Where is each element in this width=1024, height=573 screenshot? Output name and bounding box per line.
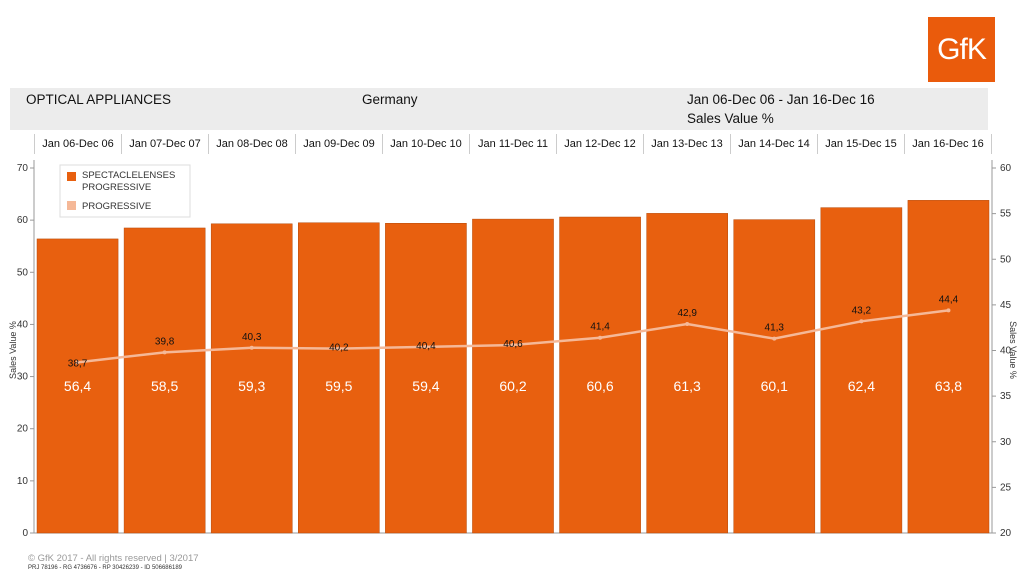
- right-tick-label: 60: [1000, 163, 1012, 174]
- bar-value-label: 60,1: [761, 378, 788, 394]
- line-point: [336, 346, 341, 351]
- bar: [559, 216, 641, 534]
- right-tick-label: 20: [1000, 528, 1012, 539]
- period-column-header: Jan 14-Dec 14: [731, 134, 818, 154]
- bar: [472, 218, 554, 534]
- period-label: Jan 06-Dec 06 - Jan 16-Dec 16: [687, 92, 875, 107]
- left-tick-label: 10: [17, 476, 29, 487]
- right-tick-label: 30: [1000, 437, 1012, 448]
- bar: [298, 222, 380, 534]
- line-value-label: 40,2: [329, 343, 349, 354]
- right-tick-label: 25: [1000, 482, 1012, 493]
- right-tick-label: 55: [1000, 209, 1012, 220]
- measure-label: Sales Value %: [687, 111, 774, 126]
- report-header: OPTICAL APPLIANCES Germany Jan 06-Dec 06…: [10, 88, 988, 130]
- left-tick-label: 0: [22, 528, 28, 539]
- left-tick-label: 30: [17, 372, 29, 383]
- bar-value-label: 58,5: [151, 378, 178, 394]
- country-label: Germany: [362, 92, 418, 107]
- right-tick-label: 35: [1000, 391, 1012, 402]
- line-value-label: 41,4: [590, 322, 610, 333]
- legend-swatch-line: [67, 201, 76, 210]
- line-point: [423, 344, 428, 349]
- bar-value-label: 59,3: [238, 378, 265, 394]
- right-tick-label: 40: [1000, 346, 1012, 357]
- legend: [59, 164, 191, 218]
- period-column-header: Jan 08-Dec 08: [209, 134, 296, 154]
- line-point: [75, 360, 80, 365]
- left-tick-label: 40: [17, 319, 29, 330]
- copyright: © GfK 2017 - All rights reserved | 3/201…: [28, 553, 199, 564]
- gfk-logo: GfK: [928, 17, 995, 82]
- legend-label-line: PROGRESSIVE: [82, 201, 151, 212]
- line-value-label: 39,8: [155, 336, 175, 347]
- report-ids: PRJ 78196 - RG 4736676 - RP 30426239 - I…: [28, 565, 182, 571]
- period-columns: Jan 06-Dec 06 Jan 07-Dec 07 Jan 08-Dec 08 J…: [34, 134, 992, 154]
- bar: [36, 238, 119, 534]
- bar-value-label: 56,4: [64, 378, 91, 394]
- left-tick-label: 70: [17, 163, 29, 174]
- line-value-label: 40,6: [503, 339, 523, 350]
- period-column-header: Jan 13-Dec 13: [644, 134, 731, 154]
- legend-label-bar: SPECTACLELENSES: [82, 170, 175, 181]
- line-value-label: 40,4: [416, 341, 436, 352]
- left-tick-label: 50: [17, 267, 29, 278]
- period-column-header: Jan 09-Dec 09: [296, 134, 383, 154]
- bar-value-label: 59,4: [412, 378, 439, 394]
- left-tick-label: 20: [17, 424, 29, 435]
- bar: [907, 200, 990, 534]
- bar-value-label: 59,5: [325, 378, 352, 394]
- line-point: [598, 335, 603, 340]
- period-column-header: Jan 11-Dec 11: [470, 134, 557, 154]
- bar-value-label: 63,8: [935, 378, 962, 394]
- category-title: OPTICAL APPLIANCES: [26, 92, 172, 107]
- period-column-header: Jan 06-Dec 06: [34, 134, 122, 154]
- period-column-header: Jan 16-Dec 16: [905, 134, 992, 154]
- line-value-label: 42,9: [677, 308, 697, 319]
- left-tick-label: 60: [17, 215, 29, 226]
- line-value-label: 38,7: [68, 358, 88, 369]
- right-tick-label: 45: [1000, 300, 1012, 311]
- legend-label-bar-line2: PROGRESSIVE: [82, 182, 151, 193]
- line-point: [772, 336, 777, 341]
- bar: [820, 207, 903, 534]
- line-value-label: 44,4: [939, 294, 959, 305]
- bar: [646, 213, 728, 534]
- bar: [210, 223, 293, 534]
- line-point: [162, 350, 167, 355]
- bar-value-label: 62,4: [848, 378, 875, 394]
- bar-value-label: 60,6: [586, 378, 613, 394]
- line-value-label: 41,3: [765, 323, 785, 334]
- line-point: [859, 319, 864, 324]
- period-column-header: Jan 07-Dec 07: [122, 134, 209, 154]
- line-point: [511, 343, 515, 348]
- line-value-label: 40,3: [242, 332, 262, 343]
- right-tick-label: 50: [1000, 254, 1012, 265]
- bar-value-label: 61,3: [674, 378, 701, 394]
- period-column-header: Jan 10-Dec 10: [383, 134, 470, 154]
- line-value-label: 43,2: [852, 305, 872, 316]
- left-axis-label: Sales Value %: [8, 321, 18, 379]
- bar: [123, 227, 206, 534]
- legend-swatch-bar: [67, 172, 76, 181]
- line-point: [946, 308, 951, 313]
- right-axis-label: Sales Value %: [1008, 321, 1018, 379]
- bar-value-label: 60,2: [499, 378, 526, 394]
- period-column-header: Jan 15-Dec 15: [818, 134, 905, 154]
- period-column-header: Jan 12-Dec 12: [557, 134, 644, 154]
- bar: [733, 219, 816, 534]
- bar: [385, 223, 467, 534]
- line-point: [685, 322, 690, 327]
- line-point: [249, 345, 254, 350]
